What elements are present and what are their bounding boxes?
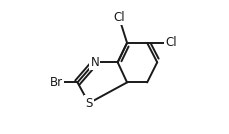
- Text: N: N: [90, 56, 99, 69]
- Text: Cl: Cl: [113, 11, 124, 24]
- Text: Br: Br: [49, 76, 62, 89]
- Text: S: S: [85, 97, 92, 110]
- Text: Cl: Cl: [165, 36, 176, 49]
